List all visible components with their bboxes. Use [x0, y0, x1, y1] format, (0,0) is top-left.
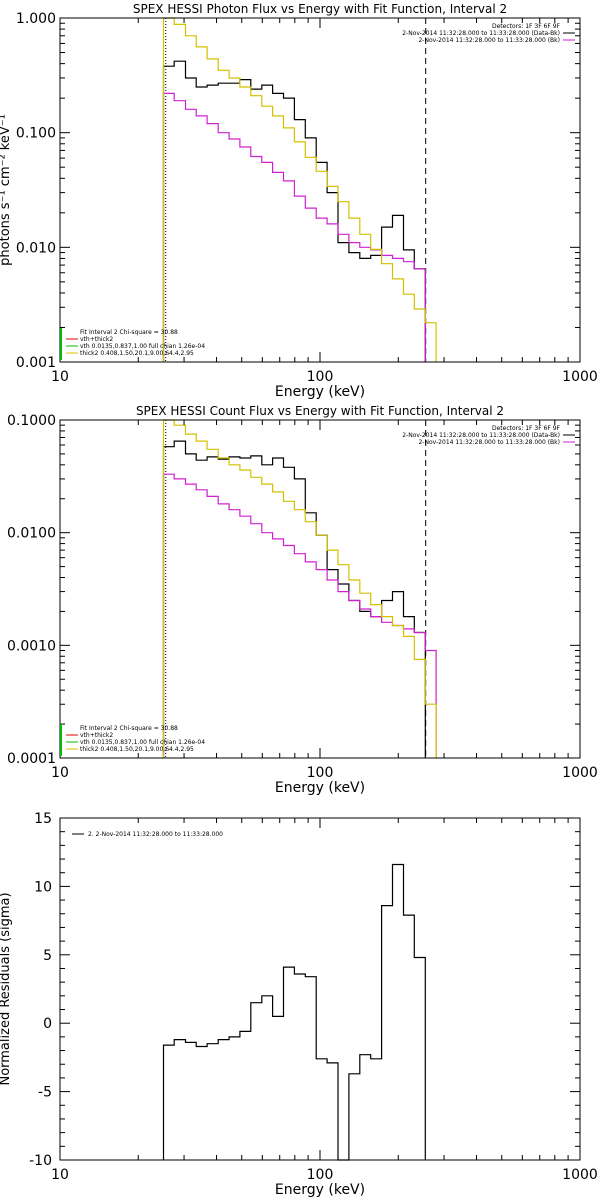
x-axis-label: Energy (keV)	[275, 1182, 365, 1198]
x-tick-label: 100	[307, 765, 334, 781]
y-tick-label: -5	[38, 1085, 52, 1101]
series-line-black	[162, 60, 426, 362]
legend-left-entry: thick2 0.408,1.50,20.1,9.00,64.4,2.95	[80, 350, 194, 357]
y-tick-label: 0.010	[16, 240, 56, 256]
y-tick-label: -10	[29, 1153, 52, 1169]
x-tick-label: 10	[51, 369, 69, 385]
series-line-yellow	[162, 419, 437, 758]
x-tick-label: 100	[307, 1167, 334, 1183]
legend-entry: 2. 2-Nov-2014 11:32:28.000 to 11:33:28.0…	[88, 831, 223, 838]
chart-title: SPEX HESSI Count Flux vs Energy with Fit…	[136, 404, 504, 418]
x-axis-label: Energy (keV)	[275, 780, 365, 796]
y-tick-label: 1.000	[16, 11, 56, 27]
x-tick-label: 1000	[562, 1167, 598, 1183]
y-tick-label: 0.001	[16, 355, 56, 371]
x-axis-label: Energy (keV)	[275, 384, 365, 400]
legend-right-entry: 2-Nov-2014 11:32:28.000 to 11:33:28.000 …	[402, 30, 560, 37]
x-tick-label: 1000	[562, 369, 598, 385]
y-tick-label: 0.1000	[7, 413, 56, 429]
legend-left-entry: vth+thick2	[80, 336, 113, 343]
y-tick-label: 0	[43, 1016, 52, 1032]
x-tick-label: 10	[51, 1167, 69, 1183]
x-tick-label: 100	[307, 369, 334, 385]
chart-panel-2: SPEX HESSI Count Flux vs Energy with Fit…	[7, 404, 598, 796]
series-line-magenta	[162, 473, 437, 758]
chart-title: SPEX HESSI Photon Flux vs Energy with Fi…	[133, 2, 507, 16]
legend-right-entry: Detectors: 1F 3F 6F 9F	[492, 23, 561, 30]
y-tick-label: 0.0010	[7, 638, 56, 654]
legend-left-entry: vth 0.0135,0.837,1.00 full chian 1.26e-0…	[80, 739, 205, 746]
chart-panel-1: SPEX HESSI Photon Flux vs Energy with Fi…	[0, 2, 598, 400]
y-tick-label: 10	[34, 879, 52, 895]
series-line-black	[162, 863, 426, 1161]
legend-left-entry: Fit Interval 2 Chi-square = 30.88	[80, 329, 178, 336]
legend-right-entry: 2-Nov-2014 11:32:28.000 to 11:33:28.000 …	[418, 37, 560, 44]
legend-left-entry: vth 0.0135,0.837,1.00 full chian 1.26e-0…	[80, 343, 205, 350]
y-tick-label: 0.100	[16, 126, 56, 142]
y-tick-label: 0.0001	[7, 751, 56, 767]
plot-frame	[59, 817, 581, 1161]
legend-right-entry: Detectors: 1F 3F 6F 9F	[492, 425, 561, 432]
y-axis-label: Normalized Residuals (sigma)	[0, 892, 13, 1085]
plot-frame	[59, 17, 581, 363]
x-tick-label: 1000	[562, 765, 598, 781]
y-tick-label: 0.0100	[7, 526, 56, 542]
y-tick-label: 5	[43, 948, 52, 964]
plot-frame	[59, 419, 581, 759]
y-axis-label: photons s⁻¹ cm⁻² keV⁻¹	[0, 114, 13, 266]
legend-left-entry: Fit Interval 2 Chi-square = 30.88	[80, 725, 178, 732]
y-tick-label: 15	[34, 811, 52, 827]
chart-panel-3: 10 100 1000 Energy (keV) -10 -5 0 5 10 15 Normaliz…	[0, 811, 598, 1198]
legend-left-entry: vth+thick2	[80, 732, 113, 739]
series-line-black	[162, 440, 426, 758]
series-line-yellow	[162, 17, 437, 362]
legend-left-entry: thick2 0.408,1.50,20.1,9.00,64.4,2.95	[80, 746, 194, 753]
legend-right-entry: 2-Nov-2014 11:32:28.000 to 11:33:28.000 …	[402, 432, 560, 439]
x-tick-label: 10	[51, 765, 69, 781]
legend-right-entry: 2-Nov-2014 11:32:28.000 to 11:33:28.000 …	[418, 439, 560, 446]
